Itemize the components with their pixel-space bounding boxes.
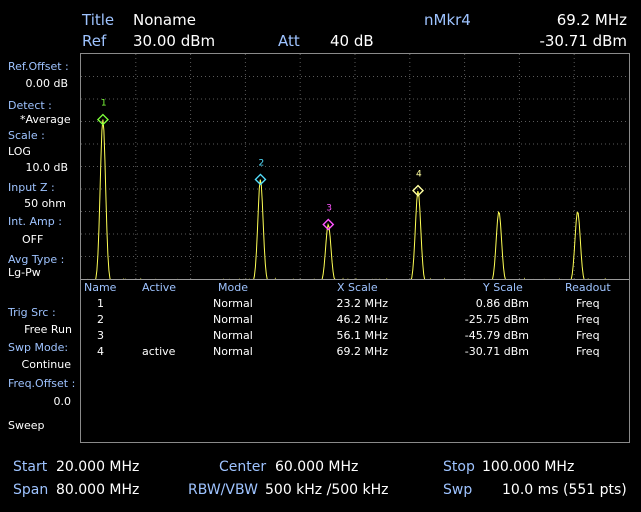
swp-mode-value[interactable]: Continue bbox=[21, 358, 71, 371]
cell-x: 23.2 MHz bbox=[336, 297, 388, 310]
center-value[interactable]: 60.000 MHz bbox=[275, 459, 359, 475]
title-value[interactable]: Noname bbox=[133, 11, 196, 29]
col-header-name: Name bbox=[84, 281, 117, 294]
inputz-label: Input Z : bbox=[8, 181, 55, 194]
col-header-xscale: X Scale bbox=[337, 281, 378, 294]
marker-4-label: 4 bbox=[416, 170, 422, 180]
ref-label: Ref bbox=[82, 32, 107, 50]
stop-value[interactable]: 100.000 MHz bbox=[482, 459, 575, 475]
ref-value[interactable]: 30.00 dBm bbox=[133, 32, 216, 50]
avgtype-label: Avg Type : bbox=[8, 253, 65, 266]
cell-y: -45.79 dBm bbox=[464, 329, 529, 342]
swp-value[interactable]: 10.0 ms (551 pts) bbox=[502, 482, 627, 498]
cell-readout: Freq bbox=[576, 313, 600, 326]
detect-value[interactable]: *Average bbox=[20, 113, 71, 126]
avgtype-value[interactable]: Lg-Pw bbox=[8, 266, 41, 279]
start-label: Start bbox=[13, 459, 48, 475]
swp-mode-label: Swp Mode: bbox=[8, 341, 69, 354]
cell-active: active bbox=[142, 345, 176, 358]
intamp-value[interactable]: OFF bbox=[22, 233, 44, 246]
freq-offset-value[interactable]: 0.0 bbox=[53, 395, 72, 408]
cell-y: 0.86 dBm bbox=[475, 297, 529, 310]
trig-src-label: Trig Src : bbox=[8, 306, 56, 319]
marker-level: -30.71 dBm bbox=[539, 32, 627, 50]
marker-3-diamond[interactable] bbox=[322, 218, 335, 231]
cell-x: 46.2 MHz bbox=[336, 313, 388, 326]
graticule bbox=[81, 54, 629, 279]
inputz-value[interactable]: 50 ohm bbox=[24, 197, 66, 210]
spectrum-screen[interactable]: 1 2 3 4 Name Active Mode X Scale Y Scale Re… bbox=[80, 53, 630, 443]
col-header-readout: Readout bbox=[565, 281, 611, 294]
scale-value[interactable]: 10.0 dB bbox=[25, 161, 68, 174]
detect-label: Detect : bbox=[8, 99, 52, 112]
cell-mode: Normal bbox=[213, 329, 253, 342]
cell-mode: Normal bbox=[213, 345, 253, 358]
cell-readout: Freq bbox=[576, 297, 600, 310]
cell-readout: Freq bbox=[576, 345, 600, 358]
span-label: Span bbox=[13, 482, 49, 498]
title-label: Title bbox=[82, 11, 115, 29]
col-header-yscale: Y Scale bbox=[483, 281, 523, 294]
cell-name: 3 bbox=[97, 329, 104, 342]
cell-y: -25.75 dBm bbox=[464, 313, 529, 326]
att-label: Att bbox=[278, 32, 300, 50]
marker-1-label: 1 bbox=[101, 99, 107, 109]
att-value[interactable]: 40 dB bbox=[330, 32, 374, 50]
cell-mode: Normal bbox=[213, 297, 253, 310]
rbw-value[interactable]: 500 kHz /500 kHz bbox=[265, 482, 389, 498]
intamp-label: Int. Amp : bbox=[8, 215, 62, 228]
cell-x: 56.1 MHz bbox=[336, 329, 388, 342]
stop-label: Stop bbox=[443, 459, 475, 475]
cell-x: 69.2 MHz bbox=[336, 345, 388, 358]
table-divider bbox=[81, 279, 629, 280]
ref-offset-label: Ref.Offset : bbox=[8, 60, 69, 73]
cell-name: 2 bbox=[97, 313, 104, 326]
col-header-active: Active bbox=[142, 281, 177, 294]
marker-2-label: 2 bbox=[258, 158, 264, 168]
ref-offset-value[interactable]: 0.00 dB bbox=[25, 77, 68, 90]
sweep-label[interactable]: Sweep bbox=[8, 419, 45, 432]
marker-freq: 69.2 MHz bbox=[556, 11, 627, 29]
start-value[interactable]: 20.000 MHz bbox=[56, 459, 140, 475]
spectrum-plot[interactable]: 1 2 3 4 bbox=[81, 54, 629, 279]
marker-3-label: 3 bbox=[326, 204, 332, 214]
marker-label: nMkr4 bbox=[424, 11, 471, 29]
marker-2-diamond[interactable] bbox=[254, 173, 267, 186]
scale-label: Scale : bbox=[8, 129, 45, 142]
trig-src-value[interactable]: Free Run bbox=[24, 323, 72, 336]
cell-name: 4 bbox=[97, 345, 104, 358]
cell-name: 1 bbox=[97, 297, 104, 310]
center-label: Center bbox=[219, 459, 267, 475]
swp-label: Swp bbox=[443, 482, 473, 498]
marker-1-diamond[interactable] bbox=[96, 113, 109, 126]
col-header-mode: Mode bbox=[218, 281, 248, 294]
scale-mode[interactable]: LOG bbox=[8, 145, 31, 158]
spectrum-trace bbox=[87, 119, 606, 279]
rbw-label: RBW/VBW bbox=[188, 482, 258, 498]
cell-readout: Freq bbox=[576, 329, 600, 342]
cell-mode: Normal bbox=[213, 313, 253, 326]
freq-offset-label: Freq.Offset : bbox=[8, 377, 76, 390]
marker-4-diamond[interactable] bbox=[412, 184, 425, 197]
cell-y: -30.71 dBm bbox=[464, 345, 529, 358]
span-value[interactable]: 80.000 MHz bbox=[56, 482, 140, 498]
markers: 1 2 3 4 bbox=[96, 99, 425, 231]
